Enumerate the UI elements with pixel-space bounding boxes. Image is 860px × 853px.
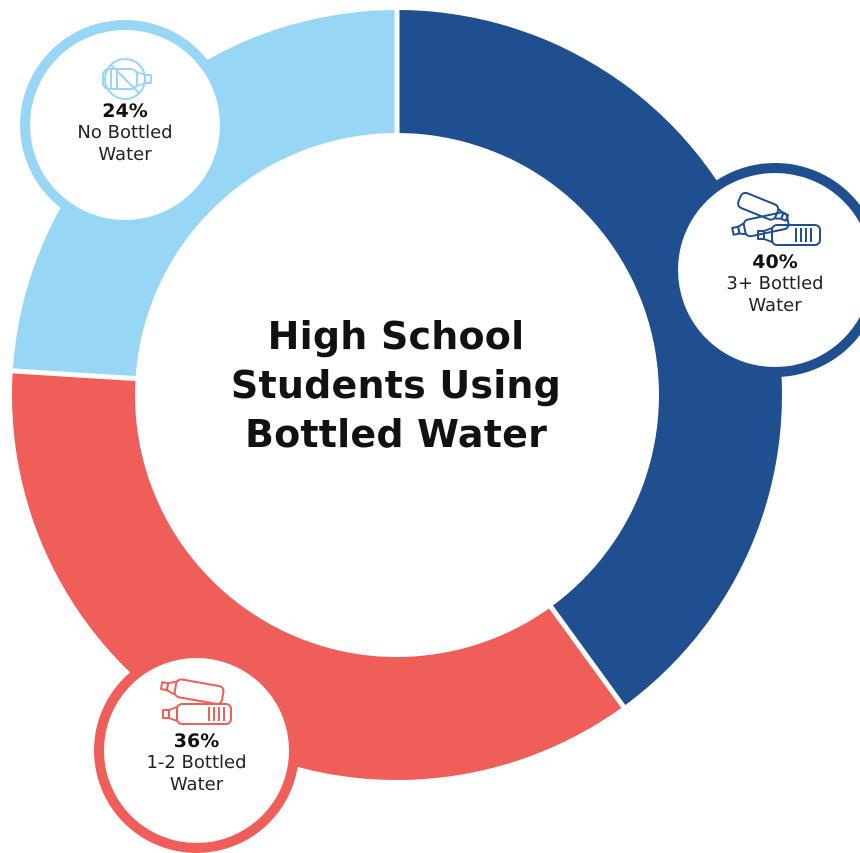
slice-separator	[547, 603, 628, 712]
one-two-bottled-water-percent: 36%	[173, 730, 220, 752]
slice-none	[12, 10, 398, 379]
three-plus-bottled-water-badge: 40% 3+ Bottled Water	[668, 163, 860, 377]
one-two-bottled-water-label-line-2: Water	[169, 774, 224, 795]
chart-title-line-3: Bottled Water	[244, 412, 548, 456]
chart-title-line-1: High School	[267, 314, 525, 358]
no-bottled-water-badge: 24% No Bottled Water	[20, 20, 230, 230]
multiple-bottles-icon	[731, 191, 821, 246]
slice-three-plus	[397, 10, 782, 707]
one-two-bottled-water-badge: 36% 1-2 Bottled Water	[94, 648, 299, 853]
chart-title: High School Students Using Bottled Water	[200, 312, 592, 459]
three-plus-bottled-water-label-line-2: Water	[748, 295, 802, 316]
slice-separator	[8, 368, 138, 382]
no-bottled-water-label-line-2: Water	[98, 144, 152, 165]
no-bottled-water-percent: 24%	[102, 100, 148, 122]
three-plus-bottled-water-label-line-1: 3+ Bottled	[726, 273, 824, 294]
chart-title-line-2: Students Using	[230, 363, 562, 407]
no-bottled-water-label-line-1: No Bottled	[77, 122, 173, 143]
one-two-bottled-water-label-line-1: 1-2 Bottled	[146, 752, 247, 773]
no-bottle-icon	[102, 58, 152, 100]
three-plus-bottled-water-percent: 40%	[752, 251, 798, 273]
two-bottles-icon	[159, 678, 232, 725]
